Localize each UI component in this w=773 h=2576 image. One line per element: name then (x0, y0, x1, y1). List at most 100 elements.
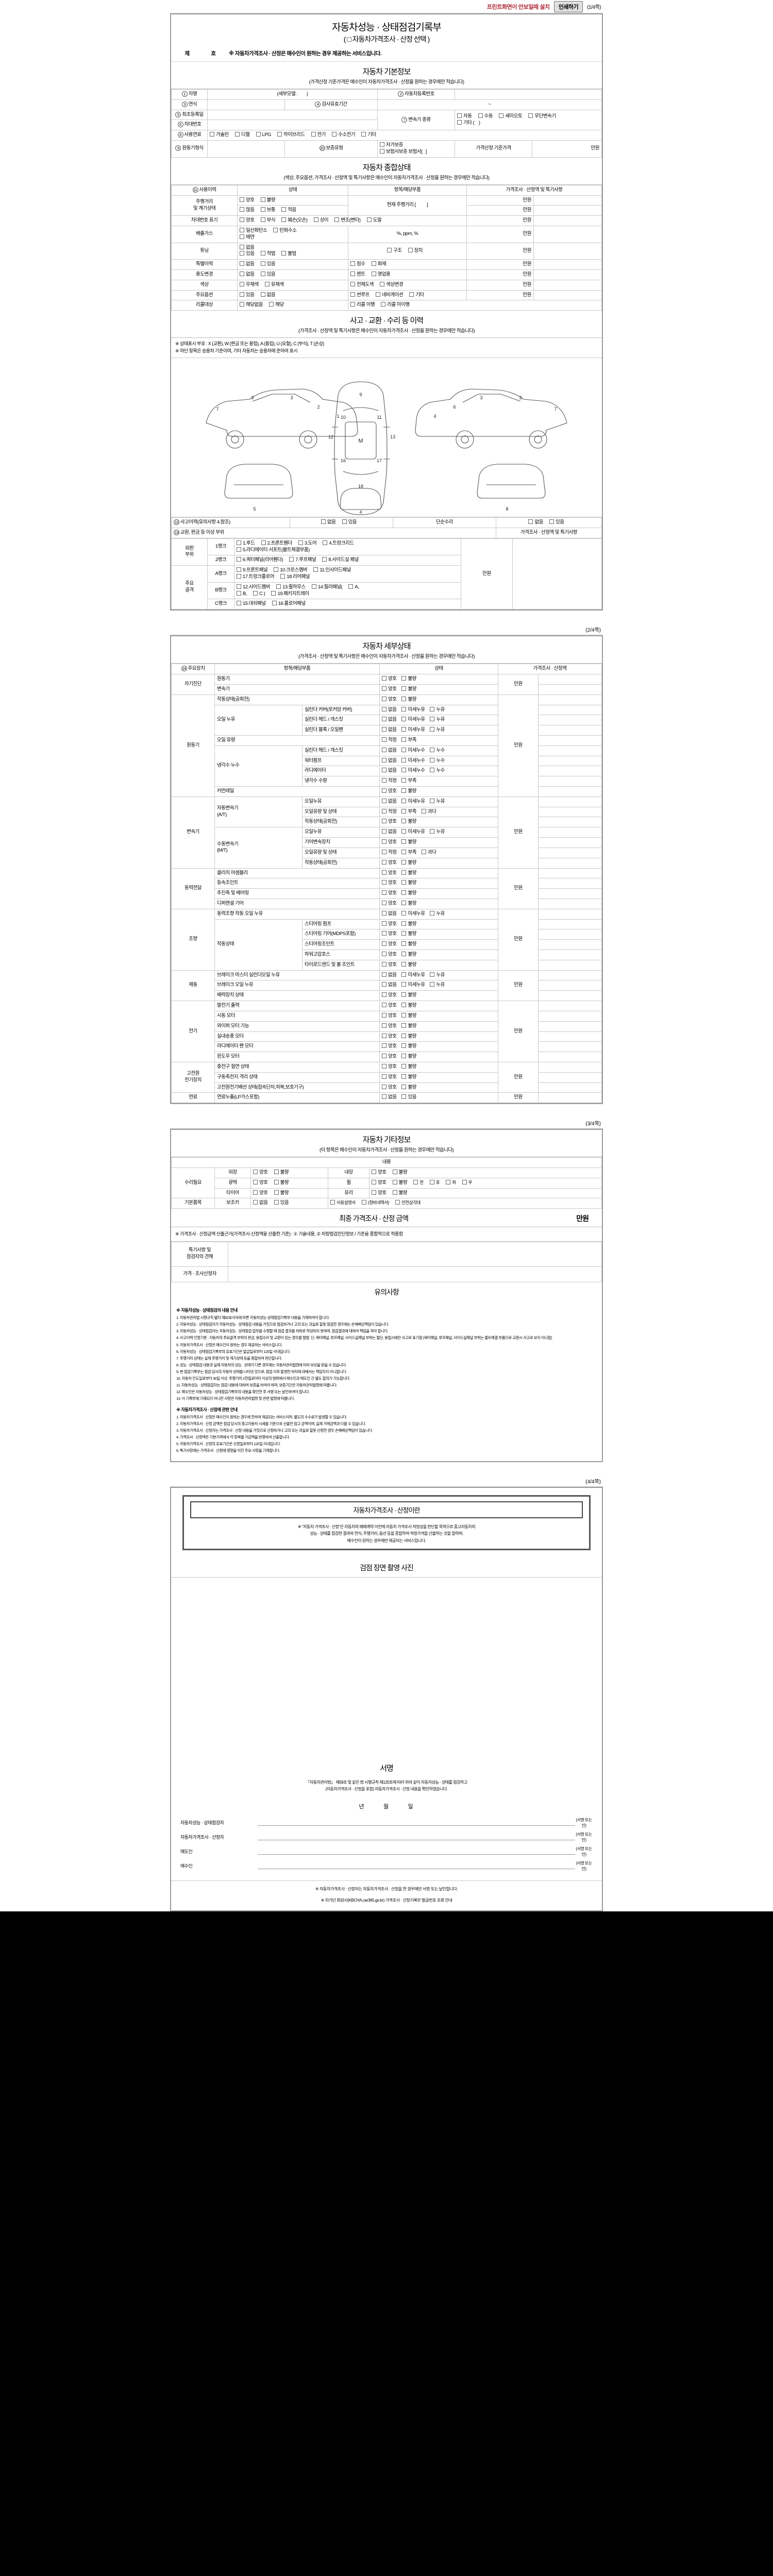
checkbox-part-frontfender[interactable]: 2.프론트휀더 (261, 540, 292, 547)
detail-state-cell[interactable]: 양호 불량 (379, 1031, 498, 1042)
detail-memo-cell[interactable] (538, 786, 602, 797)
checkbox-part-hood[interactable]: 1.후드 (237, 540, 255, 547)
detail-state-cell[interactable]: 없음 미세누유 누유 (379, 704, 498, 716)
checkbox-option-1[interactable]: 미세누유 (401, 727, 425, 734)
checkbox-tuning-none[interactable]: 없음 (240, 244, 255, 251)
cell-usechange-item[interactable]: 렌트 영업용 (348, 269, 467, 280)
detail-memo-cell[interactable] (538, 929, 602, 940)
checkbox-option-0[interactable]: 양호 (382, 952, 397, 958)
detail-memo-cell[interactable] (538, 684, 602, 695)
cell-glass-state[interactable]: 양호 불량 (369, 1188, 602, 1199)
checkbox-option-1[interactable]: 미세누유 (401, 910, 425, 918)
cell-baseprice-unit[interactable]: 만원 (532, 140, 602, 158)
checkbox-option-1[interactable]: 미세누수 (401, 768, 425, 774)
checkbox-trans-manual[interactable]: 수동 (478, 113, 493, 120)
checkbox-part-crossmember[interactable]: 10.크로스멤버 (274, 567, 308, 574)
checkbox-option-1[interactable]: 불량 (401, 839, 416, 846)
checkbox-option-0[interactable]: 없음 (382, 829, 397, 836)
checkbox-accident-none[interactable]: 없음 (321, 519, 336, 526)
detail-state-cell[interactable]: 양호 불량 (379, 684, 498, 695)
detail-memo-cell[interactable] (538, 939, 602, 950)
cell-mileage-price[interactable]: 만원 (466, 195, 534, 206)
detail-price-cell[interactable]: 만원 (498, 868, 539, 909)
cell-options-price[interactable]: 만원 (466, 290, 534, 301)
checkbox-vin-diff[interactable]: 상이 (313, 217, 329, 224)
detail-state-cell[interactable]: 양호 불량 (379, 1021, 498, 1032)
checkbox-part-dashpanel[interactable]: 15.대쉬패널 (237, 601, 266, 607)
checkbox-wheel-bad[interactable]: 불량 (392, 1179, 408, 1187)
cell-meter-price[interactable]: 만원 (466, 205, 534, 216)
checkbox-option-2[interactable]: 과다 (421, 849, 436, 856)
cell-color-item[interactable]: 전체도색 색상변경 (348, 279, 467, 291)
checkbox-option-0[interactable]: 양호 (382, 941, 397, 948)
print-button[interactable]: 인쇄하기 (553, 1, 583, 12)
checkbox-option-0[interactable]: 없음 (382, 768, 397, 774)
cell-rank2-items[interactable]: 6.쿼터패널(리어휀다) 7.루프패널 8.사이드실 패널 (234, 555, 461, 566)
checkbox-option-0[interactable]: 없음 (382, 757, 397, 765)
cell-wheel-state[interactable]: 양호 불량 전 후 좌 우 (369, 1177, 602, 1189)
detail-state-cell[interactable]: 적정 부족 (379, 776, 498, 787)
cell-remarks-value[interactable] (228, 1241, 602, 1267)
detail-memo-cell[interactable] (538, 1052, 602, 1062)
cell-rankA-items[interactable]: 9.프론트패널 10.크로스멤버 11.인사이드패널 17.트렁크플로어 18.… (234, 565, 461, 583)
checkbox-option-0[interactable]: 양호 (382, 819, 397, 825)
cell-regno-value[interactable] (455, 89, 602, 100)
detail-memo-cell[interactable] (538, 674, 602, 685)
checkbox-recall-done[interactable]: 리콜 이행 (350, 302, 375, 309)
checkbox-options-yes[interactable]: 있음 (240, 292, 255, 299)
detail-price-cell[interactable]: 만원 (498, 674, 539, 695)
checkbox-wheel-good[interactable]: 양호 (372, 1179, 386, 1187)
checkbox-tuning-device[interactable]: 장치 (408, 247, 423, 255)
detail-state-cell[interactable]: 양호 불량 (379, 878, 498, 889)
detail-memo-cell[interactable] (538, 1092, 602, 1104)
checkbox-glass-bad[interactable]: 불량 (392, 1190, 408, 1197)
checkbox-option-1[interactable]: 불량 (401, 890, 416, 897)
detail-memo-cell[interactable] (538, 1061, 602, 1073)
checkbox-part-roofpanel[interactable]: 7.루프패널 (289, 557, 316, 564)
checkbox-option-0[interactable]: 양호 (382, 870, 397, 877)
checkbox-glass-good[interactable]: 양호 (372, 1190, 386, 1197)
detail-memo-cell[interactable] (538, 776, 602, 787)
checkbox-vin-damage[interactable]: 훼손(오손) (281, 217, 308, 224)
cell-options-item[interactable]: 썬루프 네비게이션 기타 (348, 290, 467, 301)
cell-warranty-value[interactable]: 자가보증 보험사보증 보험사[ ] (377, 140, 456, 158)
checkbox-wheel-right[interactable]: 우 (462, 1179, 473, 1185)
detail-memo-cell[interactable] (538, 1072, 602, 1083)
cell-accident-history-state[interactable]: 없음 있음 (290, 517, 393, 528)
detail-state-cell[interactable]: 양호 불량 (379, 939, 498, 950)
checkbox-tire-good[interactable]: 양호 (253, 1190, 268, 1197)
checkbox-warranty-insurer[interactable]: 보험사보증 보험사[ ] (380, 148, 427, 156)
detail-memo-cell[interactable] (538, 990, 602, 1002)
cell-carname-value[interactable]: (세부모델 : ) (207, 89, 378, 100)
cell-special-memo[interactable] (533, 259, 602, 270)
cell-mileage-memo[interactable] (533, 195, 602, 206)
checkbox-fuel-gasoline[interactable]: 가솔린 (210, 132, 229, 139)
cell-vin-value[interactable] (207, 120, 378, 131)
cell-engine-value[interactable] (207, 140, 285, 158)
detail-state-cell[interactable]: 양호 불량 (379, 1061, 498, 1073)
detail-state-cell[interactable]: 적정 부족 과다 (379, 806, 498, 818)
checkbox-polish-good[interactable]: 양호 (253, 1179, 268, 1187)
detail-state-cell[interactable]: 양호 불량 (379, 888, 498, 899)
cell-color-state[interactable]: 무채색 유채색 (237, 279, 348, 291)
checkbox-option-1[interactable]: 불량 (401, 961, 416, 969)
cell-tire-state[interactable]: 양호 불량 (250, 1188, 328, 1199)
detail-memo-cell[interactable] (538, 888, 602, 899)
checkbox-trans-semi[interactable]: 세미오토 (499, 113, 523, 120)
cell-recall-state[interactable]: 해당없음 해당 (237, 300, 348, 311)
checkbox-option-1[interactable]: 미세누유 (401, 972, 425, 979)
cell-parts-memo[interactable] (512, 538, 602, 610)
detail-state-cell[interactable]: 없음 미세누유 누유 (379, 796, 498, 807)
detail-memo-cell[interactable] (538, 970, 602, 981)
cell-usechange-price[interactable]: 만원 (466, 269, 534, 280)
checkbox-recall-notdone[interactable]: 리콜 미이행 (381, 302, 410, 309)
checkbox-special-flood[interactable]: 침수 (350, 261, 365, 268)
checkbox-exterior-bad[interactable]: 불량 (274, 1170, 289, 1176)
cell-usechange-memo[interactable] (533, 269, 602, 280)
detail-memo-cell[interactable] (538, 898, 602, 909)
checkbox-part-insidepanel[interactable]: 11.인사이드패널 (313, 567, 351, 574)
checkbox-accident-yes[interactable]: 있음 (342, 519, 357, 526)
checkbox-option-0[interactable]: 양호 (382, 696, 397, 703)
checkbox-sparekey-yes[interactable]: 있음 (274, 1200, 289, 1207)
cell-rankC-items[interactable]: 15.대쉬패널 16.플로어패널 (234, 599, 461, 610)
